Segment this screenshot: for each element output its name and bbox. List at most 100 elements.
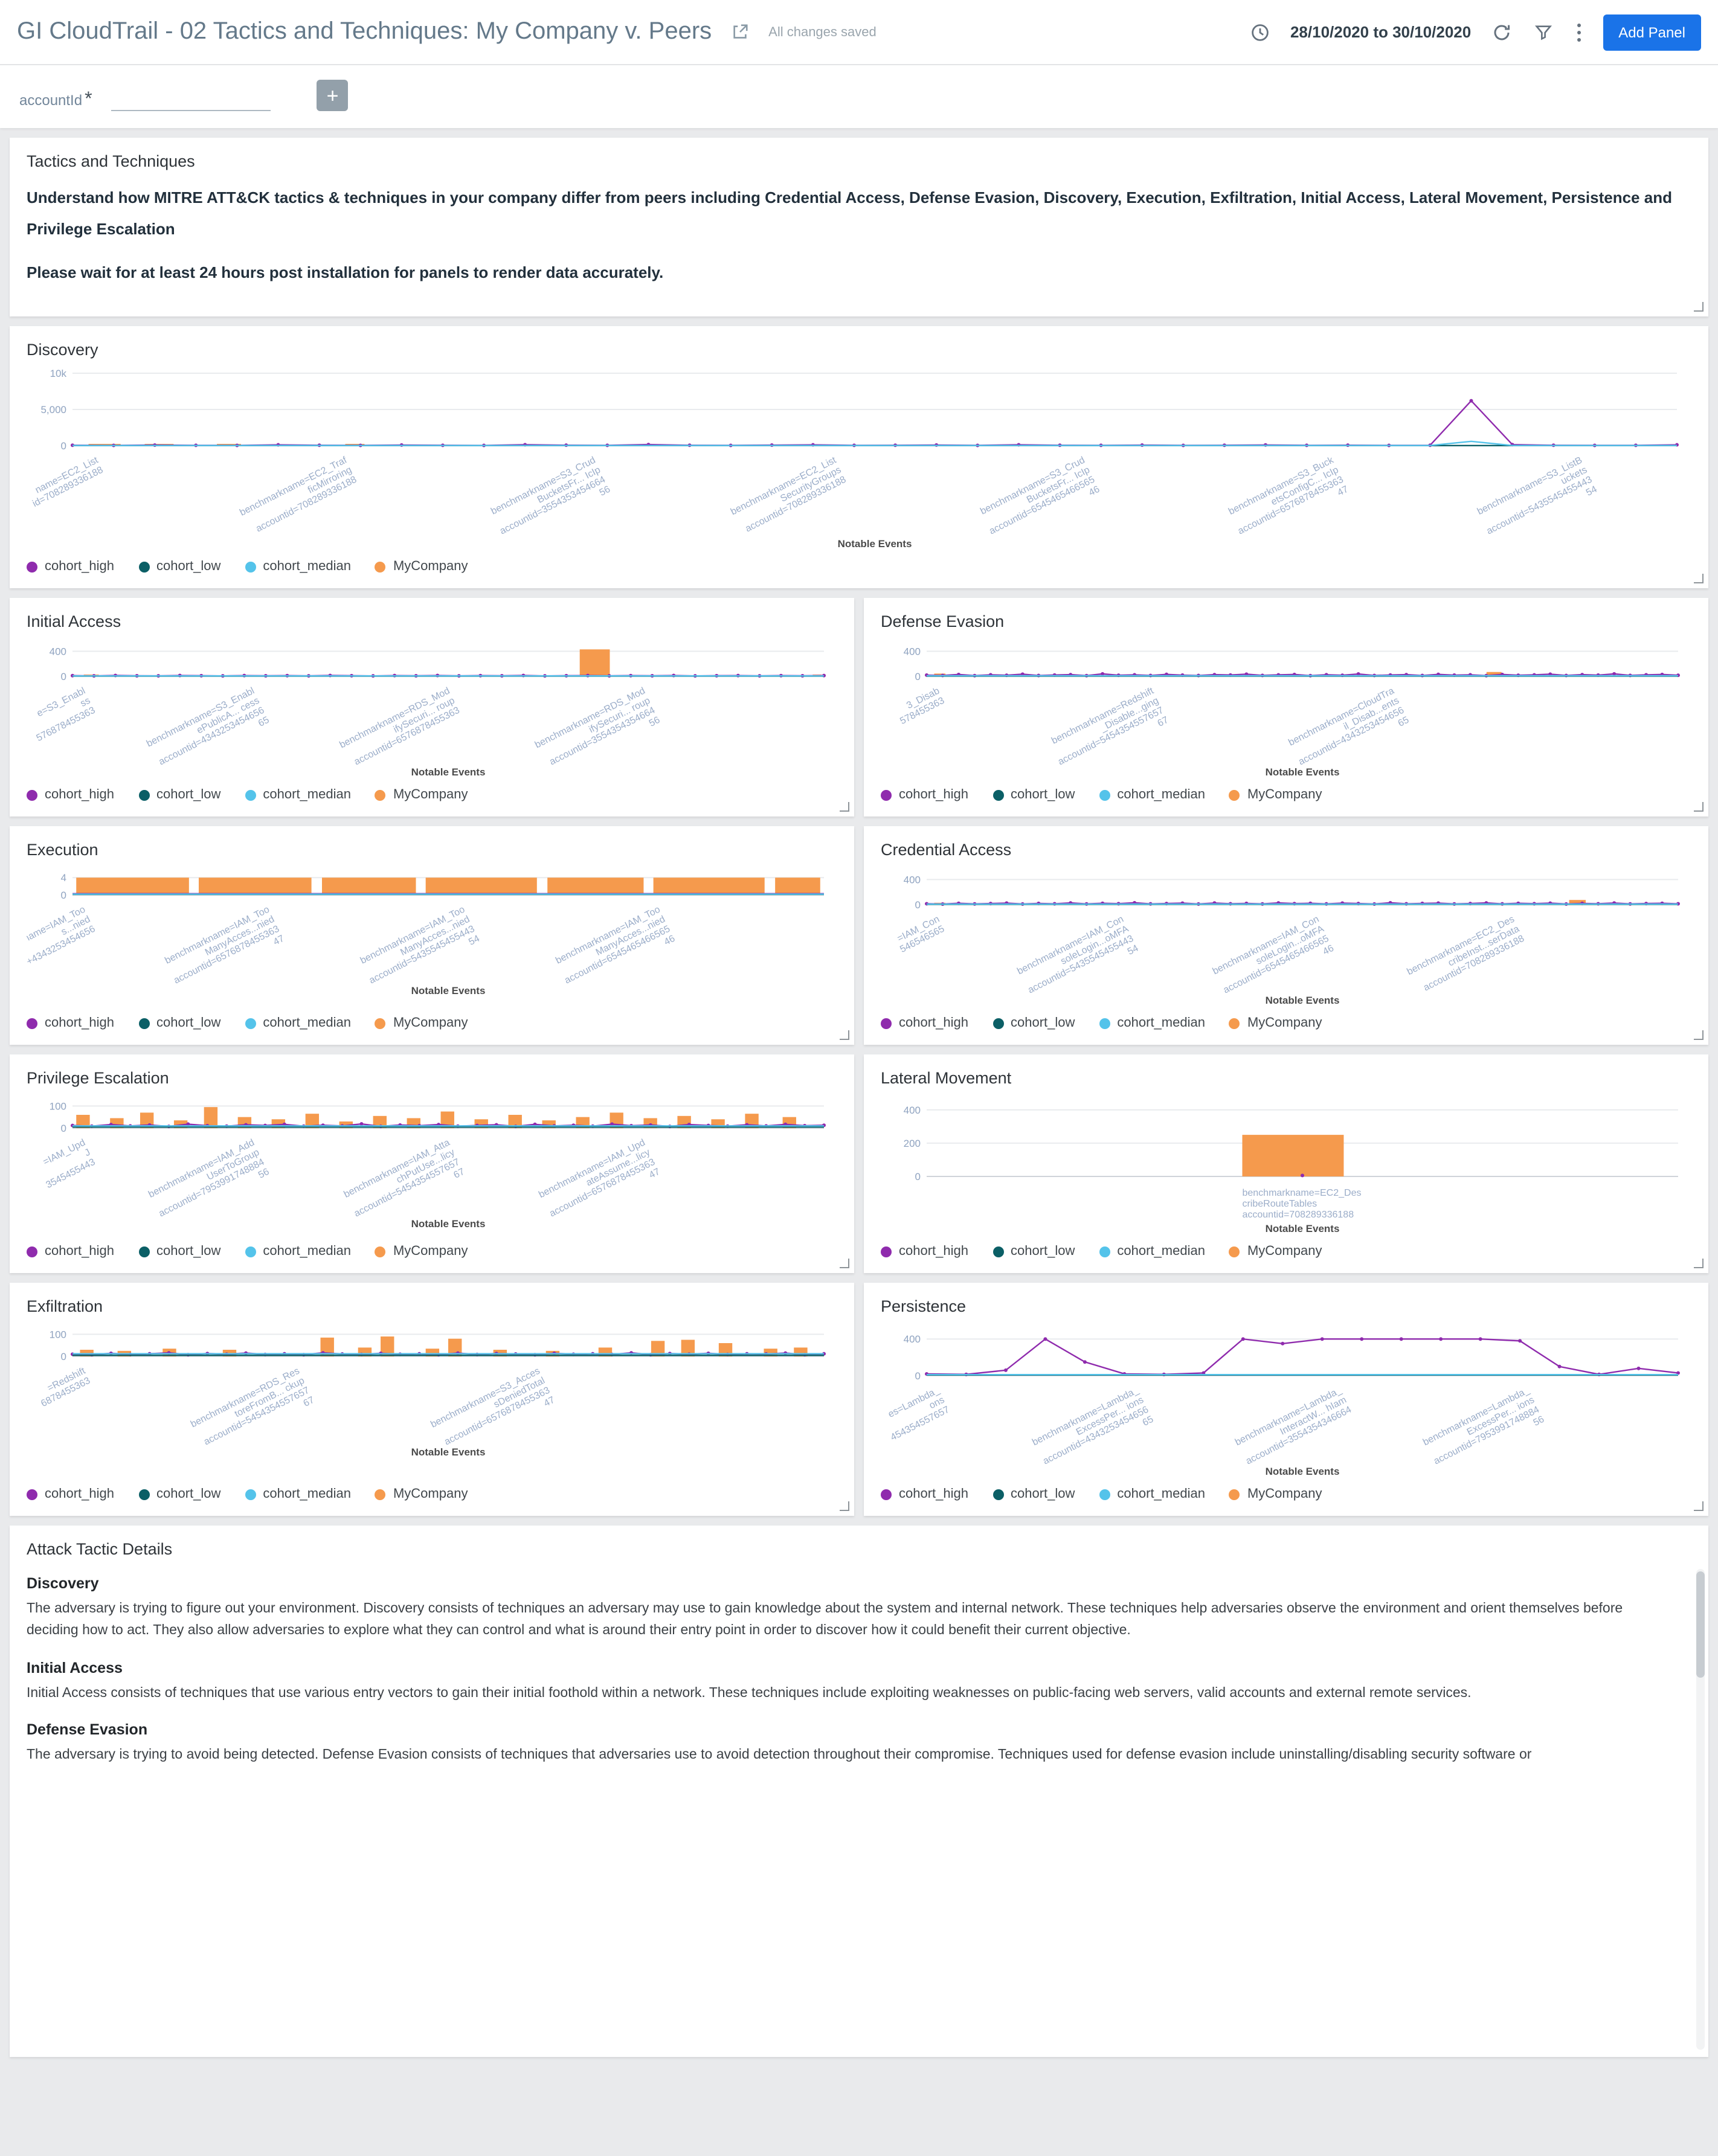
chart-legend: cohort_high cohort_low cohort_median MyComp…	[27, 1009, 837, 1030]
intro-title: Tactics and Techniques	[27, 152, 195, 170]
svg-text:400: 400	[904, 1333, 921, 1345]
legend-item-cohort_median[interactable]: cohort_median	[1099, 1487, 1205, 1501]
resize-handle[interactable]	[1694, 302, 1704, 312]
kebab-menu-icon[interactable]	[1572, 19, 1584, 45]
svg-text:benchmarkname=IAM_ConsoleLogin: benchmarkname=IAM_ConsoleLogin...oMFAacc…	[1015, 914, 1140, 1006]
resize-handle[interactable]	[840, 1259, 849, 1268]
legend-item-cohort_median[interactable]: cohort_median	[245, 559, 351, 574]
legend-item-cohort_median[interactable]: cohort_median	[1099, 788, 1205, 802]
details-title: Attack Tactic Details	[27, 1540, 173, 1558]
legend-item-cohort_low[interactable]: cohort_low	[138, 1244, 220, 1259]
resize-handle[interactable]	[1694, 574, 1704, 583]
date-range[interactable]: 28/10/2020 to 30/10/2020	[1290, 23, 1472, 41]
svg-text:benchmarkname=S3_CrudBucketsFr: benchmarkname=S3_CrudBucketsFr... IcIpac…	[489, 455, 613, 546]
chart-execution: 0 4 name=IAM_Toos...nied+4343253454656 benc…	[27, 872, 824, 996]
share-export-icon[interactable]	[729, 21, 751, 43]
legend-item-MyCompany[interactable]: MyCompany	[375, 1487, 468, 1501]
legend-item-MyCompany[interactable]: MyCompany	[375, 1244, 468, 1259]
legend-item-MyCompany[interactable]: MyCompany	[1229, 1244, 1322, 1259]
tactic-heading: Initial Access	[27, 1659, 123, 1676]
chart-panel-execution: Execution 0 4 name=IAM_Toos...nied+43432534…	[10, 826, 854, 1045]
legend-item-cohort_high[interactable]: cohort_high	[881, 1016, 968, 1030]
legend-item-cohort_high[interactable]: cohort_high	[27, 559, 114, 574]
legend-item-MyCompany[interactable]: MyCompany	[1229, 1016, 1322, 1030]
legend-item-cohort_low[interactable]: cohort_low	[138, 1487, 220, 1501]
legend-item-cohort_median[interactable]: cohort_median	[1099, 1244, 1205, 1259]
legend-item-cohort_low[interactable]: cohort_low	[138, 788, 220, 802]
legend-item-cohort_high[interactable]: cohort_high	[27, 788, 114, 802]
legend-item-MyCompany[interactable]: MyCompany	[1229, 788, 1322, 802]
resize-handle[interactable]	[1694, 1259, 1704, 1268]
svg-text:=Redshift6878455363: =Redshift6878455363	[34, 1365, 92, 1409]
svg-text:0: 0	[61, 890, 66, 901]
legend-item-cohort_high[interactable]: cohort_high	[27, 1487, 114, 1501]
add-filter-button[interactable]: +	[317, 80, 349, 111]
legend-item-cohort_low[interactable]: cohort_low	[993, 1016, 1075, 1030]
details-scrollbar-thumb[interactable]	[1696, 1571, 1705, 1678]
clock-icon	[1248, 20, 1272, 44]
legend-item-cohort_median[interactable]: cohort_median	[245, 1016, 351, 1030]
legend-dot	[993, 1018, 1003, 1028]
accountid-input[interactable]	[111, 86, 271, 111]
legend-label: cohort_high	[45, 1244, 114, 1259]
legend-item-MyCompany[interactable]: MyCompany	[375, 1016, 468, 1030]
chart-panel-defense-evasion: Defense Evasion 0 400 3_Disab578455363 bench…	[864, 598, 1708, 817]
chart-legend: cohort_high cohort_low cohort_median MyComp…	[27, 1480, 837, 1501]
chart-persistence: 0 400 es=Lambda_ons454354557657 benchmarkna…	[881, 1333, 1680, 1477]
legend-label: cohort_low	[1011, 1487, 1075, 1501]
legend-item-cohort_median[interactable]: cohort_median	[1099, 1016, 1205, 1030]
legend-dot	[993, 1246, 1003, 1257]
legend-item-cohort_low[interactable]: cohort_low	[138, 559, 220, 574]
legend-label: cohort_low	[156, 788, 221, 802]
details-sections: Discovery The adversary is trying to figu…	[27, 1575, 1691, 1768]
svg-text:Notable Events: Notable Events	[411, 985, 486, 996]
legend-item-cohort_median[interactable]: cohort_median	[245, 1244, 351, 1259]
resize-handle[interactable]	[840, 802, 849, 812]
legend-item-cohort_high[interactable]: cohort_high	[881, 788, 968, 802]
legend-item-cohort_low[interactable]: cohort_low	[138, 1016, 220, 1030]
legend-label: cohort_median	[263, 1016, 351, 1030]
legend-item-cohort_low[interactable]: cohort_low	[993, 1487, 1075, 1501]
chart-legend: cohort_high cohort_low cohort_median MyComp…	[27, 780, 837, 802]
legend-dot	[27, 1018, 37, 1028]
svg-text:benchmarkname=S3_EnablePublicA: benchmarkname=S3_EnablePublicA... cessac…	[145, 685, 271, 778]
legend-dot	[375, 561, 386, 572]
legend-item-cohort_high[interactable]: cohort_high	[881, 1244, 968, 1259]
svg-text:benchmarkname=S3_CrudBucketsFr: benchmarkname=S3_CrudBucketsFr... IcIpac…	[978, 455, 1102, 546]
charts-grid: Discovery 0 5,000 10k name=EC2_Listid=708289…	[10, 326, 1708, 1516]
svg-text:400: 400	[904, 1105, 921, 1116]
legend-item-cohort_high[interactable]: cohort_high	[27, 1244, 114, 1259]
refresh-icon[interactable]	[1489, 20, 1513, 44]
legend-item-MyCompany[interactable]: MyCompany	[375, 788, 468, 802]
legend-item-MyCompany[interactable]: MyCompany	[1229, 1487, 1322, 1501]
svg-text:name=EC2_Listid=708289336188: name=EC2_Listid=708289336188	[27, 455, 105, 509]
legend-item-MyCompany[interactable]: MyCompany	[375, 559, 468, 574]
legend-item-cohort_high[interactable]: cohort_high	[27, 1016, 114, 1030]
legend-dot	[1229, 1018, 1240, 1028]
legend-item-cohort_low[interactable]: cohort_low	[993, 1244, 1075, 1259]
legend-item-cohort_median[interactable]: cohort_median	[245, 1487, 351, 1501]
add-panel-button[interactable]: Add Panel	[1603, 14, 1701, 50]
legend-item-cohort_low[interactable]: cohort_low	[993, 788, 1075, 802]
svg-text:es=Lambda_ons454354557657: es=Lambda_ons454354557657	[881, 1385, 951, 1443]
resize-handle[interactable]	[1694, 1030, 1704, 1040]
resize-handle[interactable]	[1694, 802, 1704, 812]
chart-privilege-escalation: 0 100 =IAM_UpdJ3545455443 benchmarkname=IAM…	[42, 1100, 826, 1230]
filter-icon[interactable]	[1531, 21, 1554, 43]
tactic-heading: Defense Evasion	[27, 1721, 148, 1739]
intro-paragraph-1: Understand how MITRE ATT&CK tactics & te…	[27, 188, 1672, 238]
page-title: GI CloudTrail - 02 Tactics and Technique…	[17, 18, 712, 45]
legend-label: MyCompany	[393, 1016, 468, 1030]
svg-text:Notable Events: Notable Events	[411, 1446, 486, 1458]
resize-handle[interactable]	[840, 1501, 849, 1511]
resize-handle[interactable]	[1694, 1501, 1704, 1511]
svg-text:10k: 10k	[50, 368, 67, 379]
legend-label: MyCompany	[1247, 1487, 1322, 1501]
resize-handle[interactable]	[840, 1030, 849, 1040]
legend-dot	[375, 789, 386, 800]
legend-item-cohort_high[interactable]: cohort_high	[881, 1487, 968, 1501]
svg-text:benchmarkname=Redshift_Disable: benchmarkname=Redshift_Disable...gingacc…	[1047, 685, 1171, 777]
details-scrollbar[interactable]	[1696, 1569, 1705, 2050]
svg-text:Notable Events: Notable Events	[1266, 766, 1340, 778]
legend-item-cohort_median[interactable]: cohort_median	[245, 788, 351, 802]
